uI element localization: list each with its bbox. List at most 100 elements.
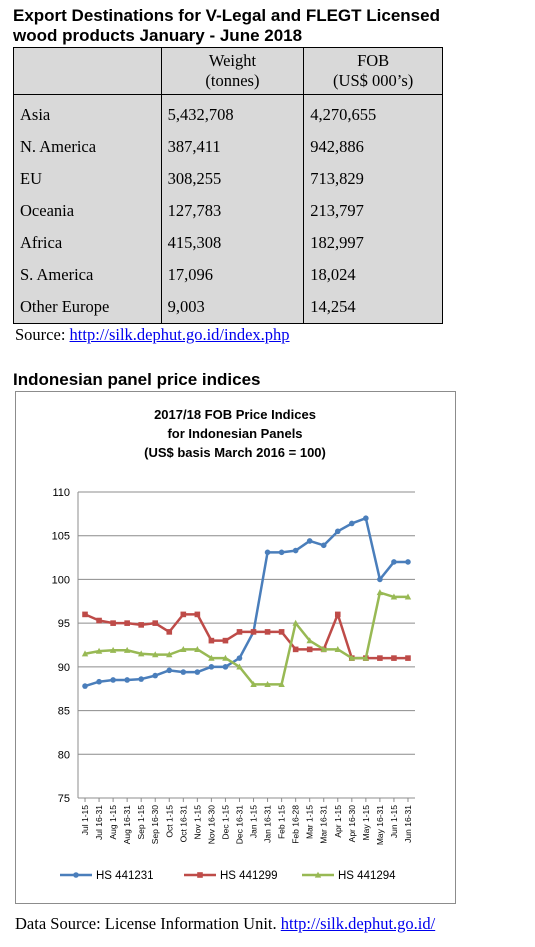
weight-cell: 308,255 xyxy=(160,163,305,195)
series-hs-441299 xyxy=(82,611,411,661)
data-point xyxy=(405,655,411,661)
data-point xyxy=(197,872,203,878)
data-point xyxy=(180,611,187,618)
region-cell: Africa xyxy=(13,227,162,259)
x-tick-label: Apr 1-15 xyxy=(333,805,343,838)
data-point xyxy=(194,669,201,675)
region-cell: Other Europe xyxy=(13,291,162,324)
data-point xyxy=(306,637,313,644)
series-lines xyxy=(81,515,412,689)
x-tick-label: May 1-15 xyxy=(361,805,371,841)
panel-section-heading: Indonesian panel price indices xyxy=(13,370,261,389)
data-point xyxy=(320,542,327,549)
data-point xyxy=(152,672,159,679)
data-point xyxy=(250,680,257,687)
data-point xyxy=(320,645,327,652)
x-tick-label: Nov 1-15 xyxy=(192,805,202,840)
legend-label: HS 441294 xyxy=(338,870,396,882)
x-tick-labels: Jul 1-15 Jul 16-31 Aug 1-15 Aug 16-31 Sep 1-… xyxy=(80,805,413,845)
data-point xyxy=(264,549,271,556)
data-point xyxy=(208,637,215,644)
data-source-link[interactable]: http://silk.dephut.go.id/ xyxy=(280,914,436,933)
data-point xyxy=(334,645,341,652)
x-tick-label: Oct 16-31 xyxy=(178,805,188,843)
x-tick-label: Dec 16-31 xyxy=(234,805,244,844)
chart-title-line-3: (US$ basis March 2016 = 100) xyxy=(144,445,326,460)
x-tick-label: Jul 16-31 xyxy=(94,805,104,840)
data-point xyxy=(96,678,102,685)
table-row: Other Europe 9,003 14,254 xyxy=(13,291,443,324)
fob-cell: 942,886 xyxy=(303,131,443,163)
data-point xyxy=(180,669,187,675)
data-point xyxy=(222,654,229,661)
region-cell: Oceania xyxy=(13,195,162,227)
fob-cell: 18,024 xyxy=(303,259,443,291)
data-point xyxy=(250,629,257,635)
data-point xyxy=(292,547,299,554)
data-point xyxy=(123,646,131,653)
table-row: EU 308,255 713,829 xyxy=(13,163,443,195)
y-tick-label: 100 xyxy=(52,574,70,586)
x-tick-label: May 16-31 xyxy=(375,805,385,845)
x-tick-label: Apr 16-30 xyxy=(347,805,357,843)
data-point xyxy=(208,654,215,661)
weight-cell: 415,308 xyxy=(160,227,305,259)
data-point xyxy=(222,637,229,644)
region-cell: Asia xyxy=(13,94,162,131)
data-point xyxy=(363,515,369,522)
data-point xyxy=(194,611,201,618)
x-tick-label: Dec 1-15 xyxy=(220,805,230,840)
data-point xyxy=(194,645,201,652)
legend: HS 441231 HS 441299 HS 441294 xyxy=(60,870,396,882)
header-fob: FOB (US$ 000’s) xyxy=(303,47,443,95)
data-point xyxy=(306,646,313,653)
weight-cell: 127,783 xyxy=(160,195,305,227)
data-point xyxy=(377,576,383,583)
region-cell: N. America xyxy=(13,131,162,163)
data-point xyxy=(236,629,243,635)
data-point xyxy=(349,520,355,527)
data-source: Data Source: License Information Unit. h… xyxy=(15,914,435,934)
data-point xyxy=(73,872,79,878)
export-table-title: Export Destinations for V-Legal and FLEG… xyxy=(13,6,528,46)
data-point xyxy=(96,617,102,624)
fob-cell: 4,270,655 xyxy=(303,94,443,131)
header-fob-line-1: FOB xyxy=(357,51,390,70)
data-point xyxy=(180,645,187,652)
chart-canvas: 2017/18 FOB Price Indices for Indonesian… xyxy=(52,407,415,882)
region-cell: S. America xyxy=(13,259,162,291)
x-tick-label: Sep 16-30 xyxy=(150,805,160,844)
export-destinations-table: Weight (tonnes) FOB (US$ 000’s) Asia 5,43… xyxy=(13,47,443,324)
weight-cell: 5,432,708 xyxy=(160,94,305,131)
data-point xyxy=(124,620,130,626)
legend-item: HS 441231 xyxy=(60,870,154,882)
price-index-chart: 2017/18 FOB Price Indices for Indonesian… xyxy=(15,391,456,904)
data-point xyxy=(278,549,285,556)
y-tick-label: 105 xyxy=(52,531,70,543)
series-line xyxy=(84,591,408,686)
data-point xyxy=(377,655,383,661)
y-tick-label: 110 xyxy=(52,487,70,499)
data-point xyxy=(81,650,89,657)
data-point xyxy=(264,680,271,687)
x-tick-label: Oct 1-15 xyxy=(164,805,174,838)
table-header-row: Weight (tonnes) FOB (US$ 000’s) xyxy=(13,47,443,95)
data-point xyxy=(138,676,144,682)
y-tick-label: 85 xyxy=(58,706,70,718)
header-region xyxy=(13,47,162,95)
x-tick-label: Jun 1-15 xyxy=(389,805,399,838)
data-point xyxy=(236,655,243,661)
data-point xyxy=(334,611,341,618)
table-row: Asia 5,432,708 4,270,655 xyxy=(13,94,443,131)
x-tick-label: Mar 1-15 xyxy=(305,805,315,839)
data-point xyxy=(138,622,144,628)
export-title-line-1: Export Destinations for V-Legal and FLEG… xyxy=(13,6,440,25)
y-tick-label: 75 xyxy=(58,793,70,805)
source-label: Source: xyxy=(15,325,66,344)
source-link[interactable]: http://silk.dephut.go.id/index.php xyxy=(69,325,290,344)
data-point xyxy=(152,620,159,626)
chart-title-line-1: 2017/18 FOB Price Indices xyxy=(154,407,316,422)
data-point xyxy=(264,629,271,635)
fob-cell: 713,829 xyxy=(303,163,443,195)
table-row: N. America 387,411 942,886 xyxy=(13,131,443,163)
